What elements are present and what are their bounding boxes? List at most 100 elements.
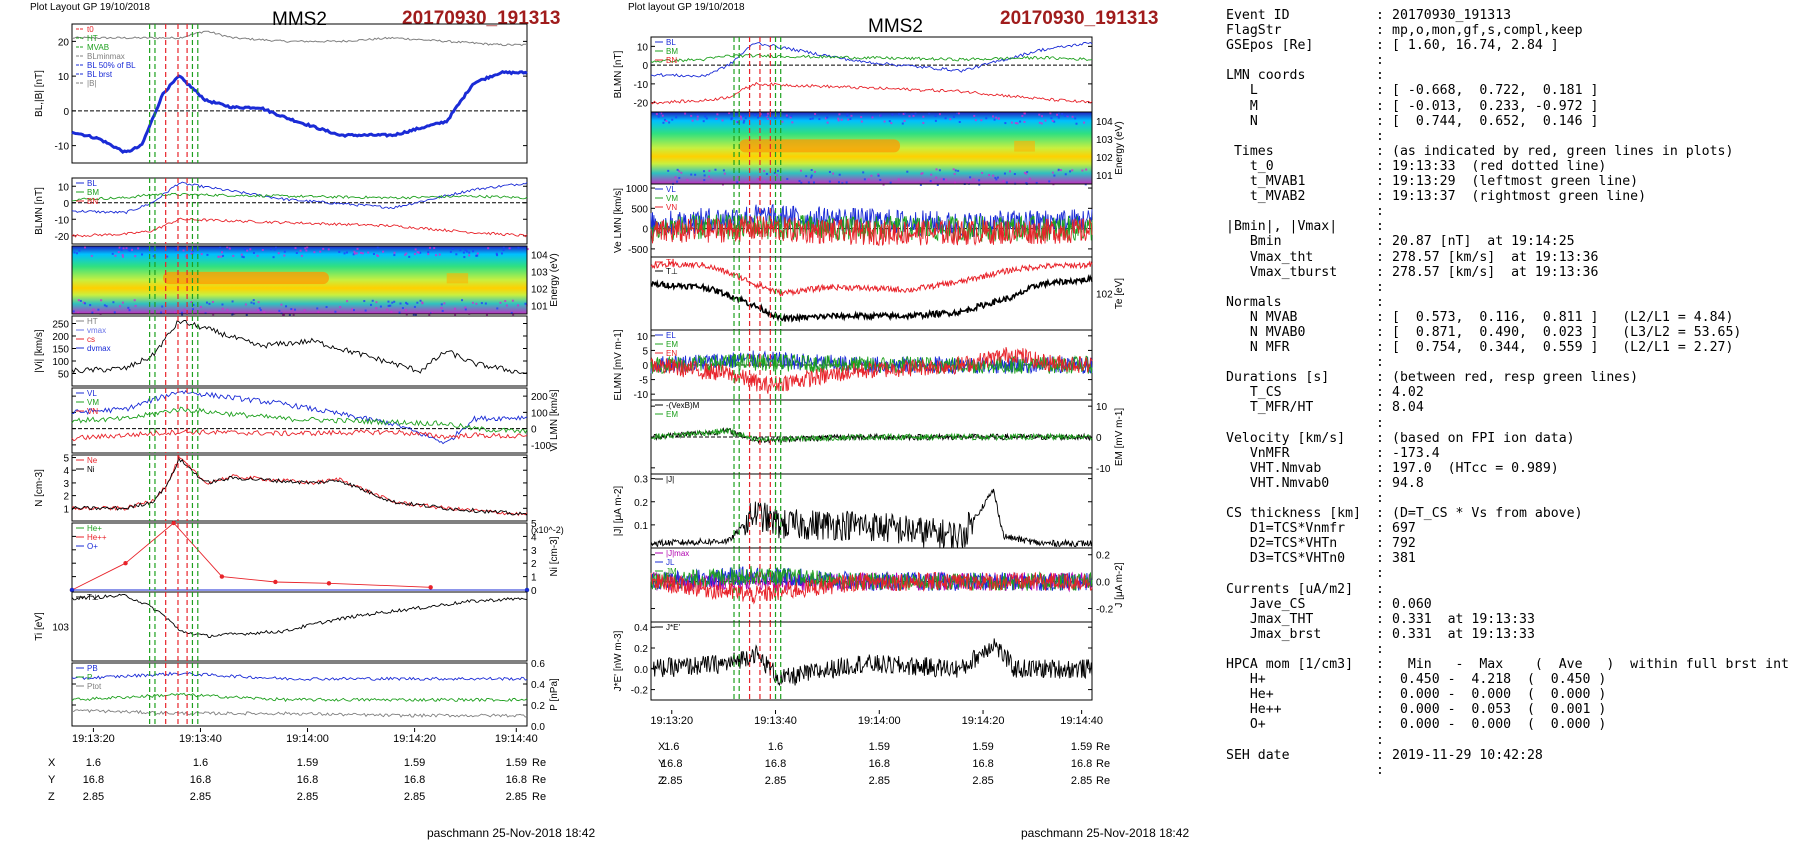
heatmap-speck xyxy=(740,118,743,121)
heatmap-speck xyxy=(675,116,678,119)
y-tick-label: 103 xyxy=(1096,135,1113,146)
summary-value: [ 0.573, 0.116, 0.811 ] (L2/L1 = 4.84) xyxy=(1392,309,1734,325)
heatmap-speck xyxy=(272,256,275,259)
heatmap-speck xyxy=(995,178,998,181)
x-tick-label: 19:13:20 xyxy=(72,733,115,745)
heatmap-speck xyxy=(389,304,392,307)
heatmap-speck xyxy=(355,252,358,255)
position-value: 2.85 xyxy=(1070,775,1093,787)
heatmap-speck xyxy=(945,178,948,181)
heatmap-speck xyxy=(517,304,520,307)
position-value: 2.85 xyxy=(296,791,319,803)
y-axis-label: BLMN [nT] xyxy=(34,187,45,235)
y-tick-label: 0.3 xyxy=(634,475,648,486)
heatmap-speck xyxy=(678,176,681,179)
heatmap-speck xyxy=(343,252,346,255)
position-value: 1.6 xyxy=(664,741,680,753)
heatmap-speck xyxy=(1069,170,1072,173)
y-tick-label: 3 xyxy=(531,546,537,557)
summary-colon: : xyxy=(1376,23,1384,39)
heatmap-speck xyxy=(981,171,984,174)
legend-entry: VN xyxy=(87,407,98,416)
summary-value: 197.0 (HTcc = 0.989) xyxy=(1392,460,1559,476)
heatmap-speck xyxy=(471,301,474,304)
summary-row: N: [ 0.744, 0.652, 0.146 ] xyxy=(1226,114,1801,129)
y-axis-label: N [cm-3] xyxy=(34,469,45,507)
heatmap-speck xyxy=(526,248,529,251)
heatmap-speck xyxy=(1023,120,1026,123)
summary-row: LMN coords: xyxy=(1226,68,1801,83)
heatmap-speck xyxy=(72,310,75,313)
legend-entry: MVAB xyxy=(87,43,109,52)
heatmap-speck xyxy=(1053,120,1056,123)
series-line xyxy=(650,260,1093,298)
heatmap-speck xyxy=(128,309,131,312)
heatmap-speck xyxy=(1003,172,1006,175)
y-tick-label: 0 xyxy=(531,425,537,436)
summary-value: 0.000 - 0.053 ( 0.001 ) xyxy=(1392,702,1607,718)
heatmap-speck xyxy=(399,302,402,305)
heatmap-speck xyxy=(84,302,87,305)
heatmap-speck xyxy=(921,172,924,175)
heatmap-speck xyxy=(338,250,341,253)
series-line xyxy=(650,571,1093,605)
summary-value: [ 1.60, 16.74, 2.84 ] xyxy=(1392,38,1559,54)
heatmap-speck xyxy=(387,304,390,307)
legend-entry: |B| xyxy=(87,79,97,88)
y-tick-label: 10 xyxy=(58,182,70,193)
heatmap-speck xyxy=(1038,113,1041,116)
summary-value: 2019-11-29 10:42:28 xyxy=(1392,747,1543,763)
heatmap-speck xyxy=(721,183,724,186)
summary-colon: : xyxy=(1376,53,1384,69)
heatmap-speck xyxy=(161,305,164,308)
legend-entry: JM xyxy=(666,567,677,576)
heatmap-speck xyxy=(846,114,849,117)
heatmap-speck xyxy=(379,305,382,308)
summary-colon: : xyxy=(1376,641,1384,657)
position-unit: Re xyxy=(1096,758,1111,770)
heatmap-speck xyxy=(505,304,508,307)
heatmap-speck xyxy=(1021,114,1024,117)
heatmap-speck xyxy=(753,114,756,117)
summary-row: CS thickness [km]: (D=T_CS * Vs from abov… xyxy=(1226,506,1801,521)
y-axis-label: Ve LMN [km/s] xyxy=(613,188,624,253)
heatmap-speck xyxy=(183,308,186,311)
heatmap-hot-band xyxy=(446,273,469,284)
heatmap-speck xyxy=(455,253,458,256)
heatmap-speck xyxy=(295,251,298,254)
heatmap-speck xyxy=(929,180,932,183)
heatmap-speck xyxy=(274,246,277,249)
series-point xyxy=(524,587,530,593)
summary-row: VHT.Nmvab:197.0 (HTcc = 0.989) xyxy=(1226,461,1801,476)
heatmap-speck xyxy=(283,254,286,257)
legend-entry: P xyxy=(87,673,92,682)
heatmap-speck xyxy=(127,306,130,309)
summary-row: HPCA mom [1/cm3]: Min - Max ( Ave ) with… xyxy=(1226,657,1801,672)
heatmap-speck xyxy=(435,254,438,257)
summary-colon: : xyxy=(1376,174,1384,190)
heatmap-speck xyxy=(1040,122,1043,125)
left-layout-label: Plot Layout GP 19/10/2018 xyxy=(30,2,150,13)
heatmap-speck xyxy=(221,303,224,306)
heatmap-speck xyxy=(211,300,214,303)
heatmap-speck xyxy=(398,311,401,314)
left-spacecraft-title: MMS2 xyxy=(272,9,327,30)
heatmap-speck xyxy=(715,117,718,120)
heatmap-speck xyxy=(1049,112,1052,115)
summary-colon: : xyxy=(1376,309,1384,325)
summary-colon: : xyxy=(1376,415,1384,431)
heatmap-speck xyxy=(504,300,507,303)
summary-label: Times xyxy=(1226,143,1274,159)
heatmap-speck xyxy=(208,302,211,305)
heatmap-speck xyxy=(716,113,719,116)
legend-entry: Ne xyxy=(87,456,98,465)
summary-colon: : xyxy=(1376,491,1384,506)
panel-ni-hpca: 5 4 3 2 1 0 Ni [cm-3] He+He++O+ (x10^-2) xyxy=(69,519,564,597)
heatmap-speck xyxy=(438,253,441,256)
summary-label: D2=TCS*VHTn xyxy=(1226,536,1338,552)
heatmap-speck xyxy=(1040,115,1043,118)
